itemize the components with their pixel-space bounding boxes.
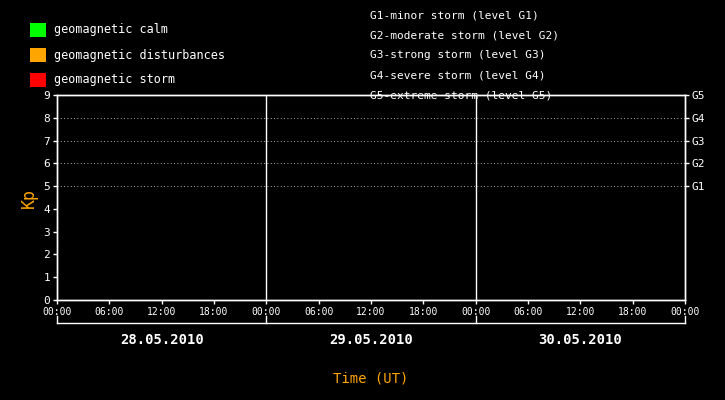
Text: Time (UT): Time (UT) — [334, 371, 409, 385]
Text: geomagnetic storm: geomagnetic storm — [54, 74, 175, 86]
Y-axis label: Kp: Kp — [20, 188, 38, 208]
Text: 28.05.2010: 28.05.2010 — [120, 333, 204, 347]
Text: G4-severe storm (level G4): G4-severe storm (level G4) — [370, 70, 545, 80]
Text: G2-moderate storm (level G2): G2-moderate storm (level G2) — [370, 30, 559, 40]
Text: G3-strong storm (level G3): G3-strong storm (level G3) — [370, 50, 545, 60]
Text: geomagnetic disturbances: geomagnetic disturbances — [54, 48, 225, 62]
Text: G5-extreme storm (level G5): G5-extreme storm (level G5) — [370, 90, 552, 100]
Text: geomagnetic calm: geomagnetic calm — [54, 24, 168, 36]
Text: 30.05.2010: 30.05.2010 — [539, 333, 622, 347]
Text: G1-minor storm (level G1): G1-minor storm (level G1) — [370, 10, 539, 20]
Text: 29.05.2010: 29.05.2010 — [329, 333, 413, 347]
